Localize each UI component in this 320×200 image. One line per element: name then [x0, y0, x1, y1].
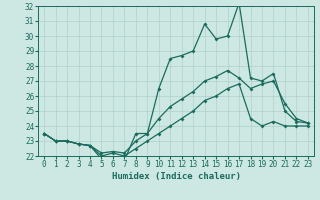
- X-axis label: Humidex (Indice chaleur): Humidex (Indice chaleur): [111, 172, 241, 181]
